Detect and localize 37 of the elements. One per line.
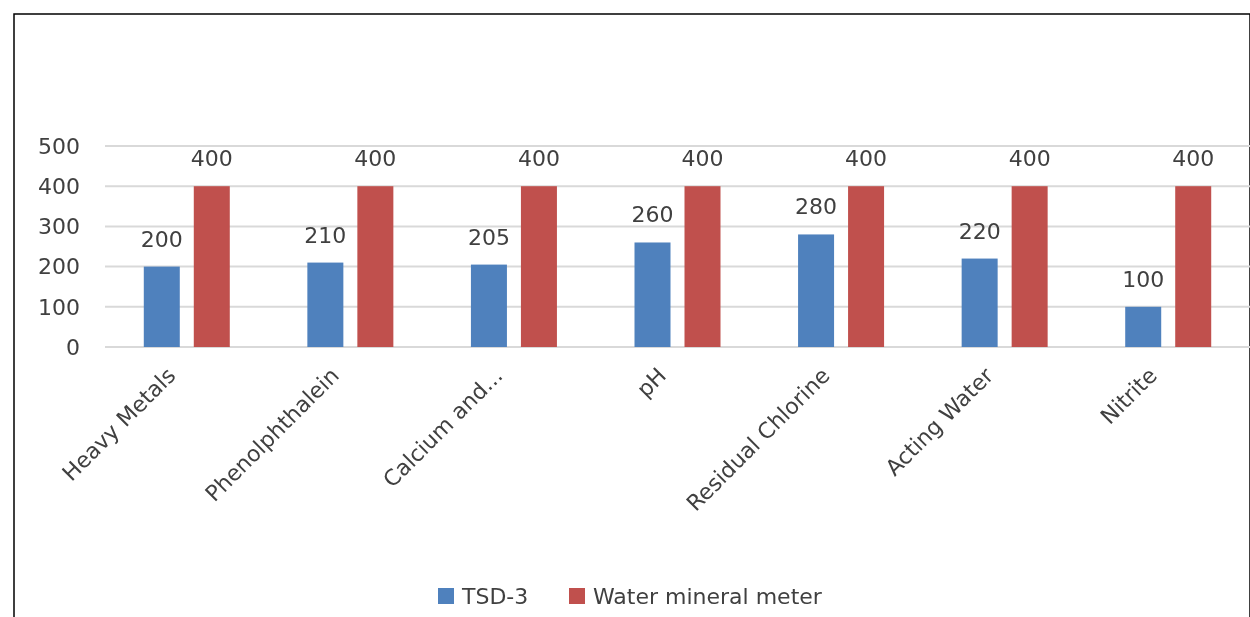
bar [470, 264, 507, 347]
y-tick-label: 300 [38, 214, 80, 240]
data-label: 280 [795, 194, 838, 220]
bar [193, 186, 230, 347]
y-tick-label: 400 [38, 173, 80, 199]
bar [307, 262, 344, 347]
data-label: 400 [1172, 146, 1215, 172]
legend-label: TSD-3 [461, 584, 529, 609]
y-tick-label: 0 [66, 334, 80, 360]
data-label: 400 [354, 146, 397, 172]
bar [143, 266, 180, 347]
bar [634, 242, 671, 347]
data-label: 220 [958, 218, 1001, 244]
data-label: 400 [190, 146, 233, 172]
data-label: 100 [1122, 266, 1165, 292]
bar [1125, 306, 1162, 347]
bar [848, 186, 885, 347]
bar [961, 258, 998, 347]
y-tick-label: 500 [38, 133, 80, 159]
bar [798, 234, 835, 347]
x-tick-label: pH [631, 362, 672, 403]
bar [1011, 186, 1048, 347]
data-label: 260 [631, 202, 674, 228]
bar [357, 186, 394, 347]
data-label: 400 [517, 146, 560, 172]
data-label: 400 [681, 146, 724, 172]
data-label: 200 [140, 226, 183, 252]
data-label: 400 [845, 146, 888, 172]
legend-label: Water mineral meter [593, 584, 823, 609]
y-tick-label: 100 [38, 294, 80, 320]
data-label: 210 [304, 222, 347, 248]
bar [684, 186, 721, 347]
data-label: 205 [467, 224, 510, 250]
data-label: 400 [1008, 146, 1051, 172]
bar [520, 186, 557, 347]
y-tick-label: 200 [38, 254, 80, 280]
bar [1175, 186, 1212, 347]
